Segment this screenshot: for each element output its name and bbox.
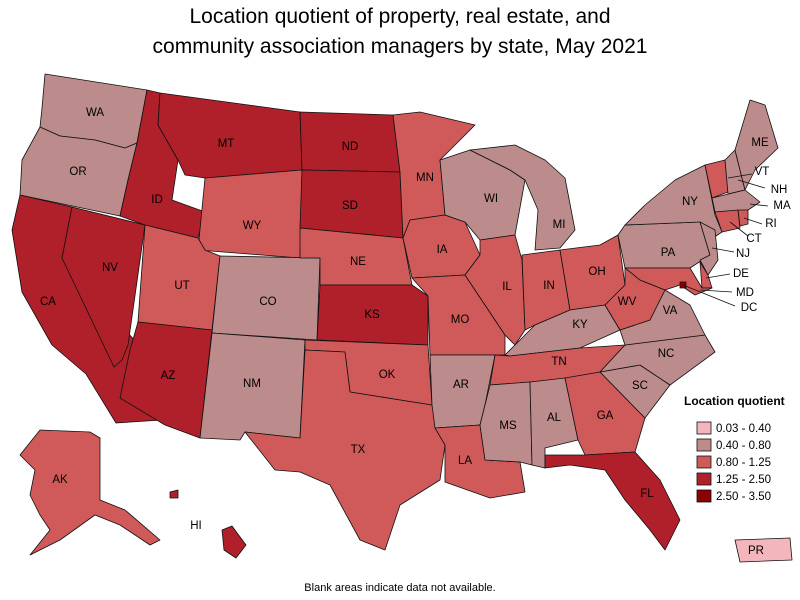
label-WY: WY [243, 220, 262, 232]
label-NM: NM [243, 378, 261, 390]
label-AL: AL [547, 412, 562, 424]
label-OH: OH [588, 266, 605, 278]
label-KS: KS [364, 309, 380, 321]
title-line-2: community association managers by state,… [152, 35, 648, 58]
state-CT[interactable] [714, 209, 741, 233]
state-KS[interactable] [316, 284, 429, 346]
label-MD: MD [736, 287, 754, 299]
label-UT: UT [174, 280, 189, 292]
legend-swatch-3 [696, 472, 712, 486]
label-TX: TX [351, 444, 366, 456]
legend-label-2: 0.80 - 1.25 [716, 457, 771, 469]
label-NE: NE [350, 256, 366, 268]
state-MA[interactable] [711, 189, 761, 213]
label-MS: MS [499, 420, 517, 432]
label-IN: IN [543, 280, 555, 292]
state-RI[interactable] [737, 209, 749, 227]
label-MA: MA [773, 200, 791, 212]
label-DC: DC [741, 302, 758, 314]
label-NV: NV [102, 262, 118, 274]
label-FL: FL [640, 488, 654, 500]
legend-swatch-0 [696, 421, 712, 435]
label-IL: IL [502, 281, 512, 293]
label-ME: ME [751, 137, 769, 149]
label-PR: PR [748, 545, 764, 557]
label-GA: GA [597, 410, 614, 422]
state-TX[interactable] [244, 349, 446, 551]
legend-swatch-4 [696, 489, 712, 503]
label-SC: SC [632, 380, 648, 392]
label-WV: WV [618, 296, 637, 308]
label-CA: CA [40, 296, 56, 308]
state-labels: WA OR CA NV ID MT WY UT AZ CO NM ND SD N… [40, 107, 791, 557]
label-ND: ND [342, 141, 359, 153]
label-TN: TN [551, 356, 566, 368]
label-PA: PA [661, 247, 676, 259]
legend-swatch-2 [696, 455, 712, 469]
label-IA: IA [437, 244, 448, 256]
state-AK[interactable] [19, 429, 161, 556]
legend-label-1: 0.40 - 0.80 [716, 440, 771, 452]
state-MI[interactable] [469, 144, 576, 251]
label-NH: NH [771, 184, 788, 196]
label-OR: OR [69, 166, 86, 178]
state-FL[interactable] [544, 451, 681, 551]
label-DE: DE [733, 268, 749, 280]
label-NY: NY [682, 196, 698, 208]
legend-label-3: 1.25 - 2.50 [716, 474, 771, 486]
label-CT: CT [746, 233, 761, 245]
label-KY: KY [572, 319, 588, 331]
label-LA: LA [458, 455, 472, 467]
label-AR: AR [453, 379, 469, 391]
label-MT: MT [218, 138, 235, 150]
state-WY[interactable] [197, 169, 303, 259]
label-HI: HI [190, 520, 202, 532]
title-line-1: Location quotient of property, real esta… [189, 5, 611, 28]
label-OK: OK [379, 369, 396, 381]
state-PR[interactable] [734, 537, 793, 563]
label-VA: VA [663, 305, 678, 317]
label-NJ: NJ [736, 248, 750, 260]
legend: Location quotient 0.03 - 0.40 0.40 - 0.8… [684, 394, 785, 503]
legend-label-0: 0.03 - 0.40 [716, 423, 771, 435]
label-MN: MN [416, 172, 434, 184]
legend-title: Location quotient [684, 394, 785, 408]
map-title: Location quotient of property, real esta… [0, 2, 800, 62]
footnote: Blank areas indicate data not available. [304, 582, 496, 594]
label-NC: NC [658, 348, 675, 360]
state-HI[interactable] [169, 489, 247, 559]
label-WA: WA [86, 107, 104, 119]
legend-swatch-1 [696, 438, 712, 452]
label-VT: VT [755, 166, 770, 178]
callout-lines [682, 173, 769, 307]
label-MO: MO [451, 314, 470, 326]
state-MT[interactable] [157, 92, 303, 179]
label-CO: CO [259, 296, 276, 308]
state-PA[interactable] [617, 221, 711, 269]
label-ID: ID [151, 194, 163, 206]
label-AZ: AZ [161, 370, 176, 382]
legend-label-4: 2.50 - 3.50 [716, 491, 771, 503]
label-AK: AK [52, 474, 68, 486]
label-SD: SD [342, 200, 358, 212]
label-RI: RI [765, 218, 777, 230]
label-WI: WI [484, 193, 498, 205]
label-MI: MI [553, 219, 566, 231]
